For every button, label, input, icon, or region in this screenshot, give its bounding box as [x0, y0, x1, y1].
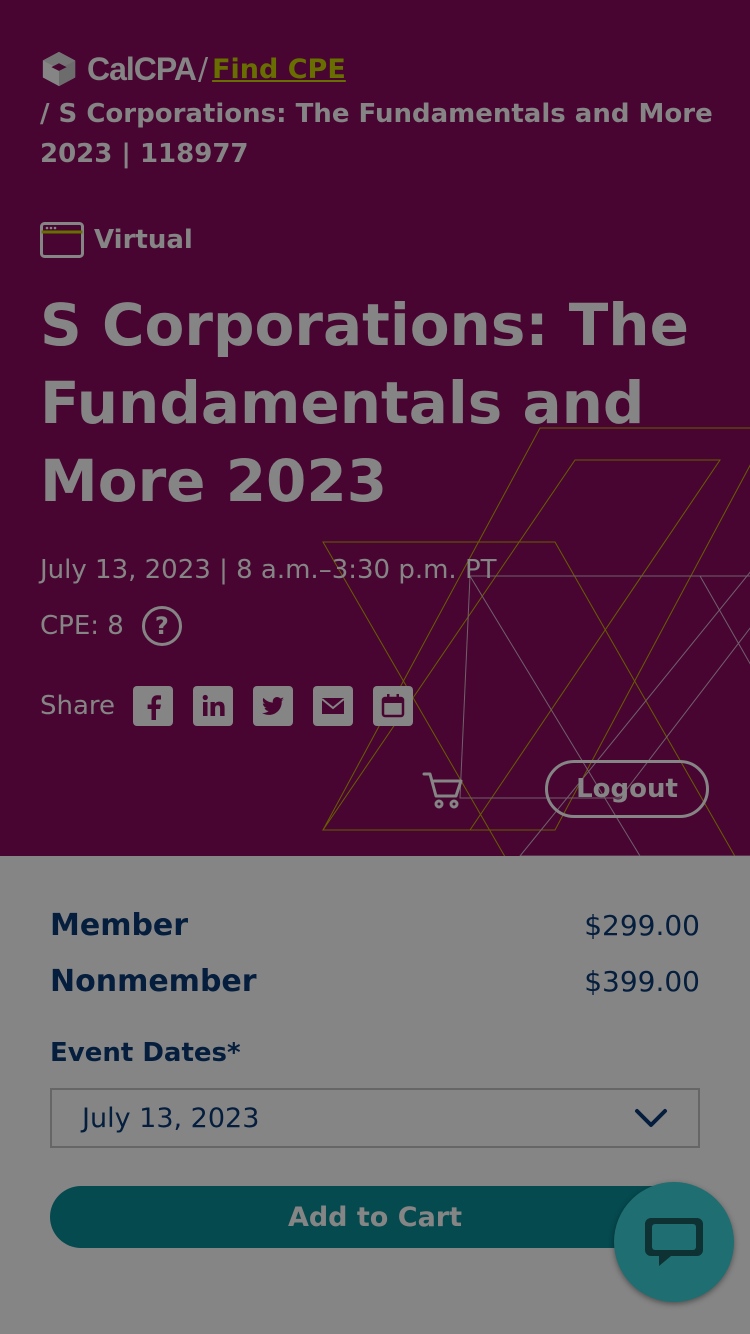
facebook-icon[interactable] [133, 686, 174, 726]
event-dates-label: Event Dates* [50, 1038, 241, 1068]
cube-icon [42, 51, 76, 87]
linkedin-icon[interactable] [193, 686, 234, 726]
event-date-selected: July 13, 2023 [82, 1102, 260, 1134]
cart-icon[interactable] [420, 766, 468, 814]
nonmember-label: Nonmember [50, 964, 257, 999]
share-bar: Share [40, 686, 433, 726]
chat-button[interactable] [614, 1182, 734, 1302]
chat-bubble-icon [645, 1218, 703, 1266]
event-dates-select[interactable]: July 13, 2023 [50, 1088, 700, 1148]
twitter-icon[interactable] [253, 686, 294, 726]
browser-window-icon [40, 222, 84, 258]
course-format: Virtual [40, 222, 193, 258]
hero-banner: CalCPA / Find CPE / S Corporations: The F… [0, 0, 750, 856]
chevron-down-icon [635, 1109, 667, 1127]
breadcrumb: CalCPA / Find CPE / S Corporations: The F… [40, 50, 720, 174]
member-label: Member [50, 908, 189, 943]
breadcrumb-current: / S Corporations: The Fundamentals and M… [40, 99, 713, 169]
calendar-icon[interactable] [373, 686, 414, 726]
logo-text: CalCPA [87, 50, 197, 87]
nonmember-price: $399.00 [584, 965, 700, 998]
cpe-label: CPE: 8 [40, 611, 124, 641]
format-label: Virtual [94, 225, 193, 255]
help-icon[interactable]: ? [141, 606, 182, 646]
calcpa-logo[interactable]: CalCPA [40, 50, 197, 88]
member-price: $299.00 [584, 909, 700, 942]
page-bottom [0, 1300, 750, 1334]
breadcrumb-link-find-cpe[interactable]: Find CPE [212, 53, 346, 85]
breadcrumb-separator: / [197, 51, 209, 87]
add-to-cart-button[interactable]: Add to Cart [50, 1186, 700, 1248]
cpe-credits: CPE: 8 ? [40, 606, 182, 646]
share-label: Share [40, 691, 116, 721]
course-date-time: July 13, 2023 | 8 a.m.–3:30 p.m. PT [40, 555, 497, 585]
logout-button[interactable]: Logout [545, 760, 709, 818]
member-price-row: Member $299.00 [50, 908, 700, 943]
nonmember-price-row: Nonmember $399.00 [50, 964, 700, 999]
email-icon[interactable] [313, 686, 354, 726]
course-title: S Corporations: The Fundamentals and Mor… [40, 291, 689, 515]
